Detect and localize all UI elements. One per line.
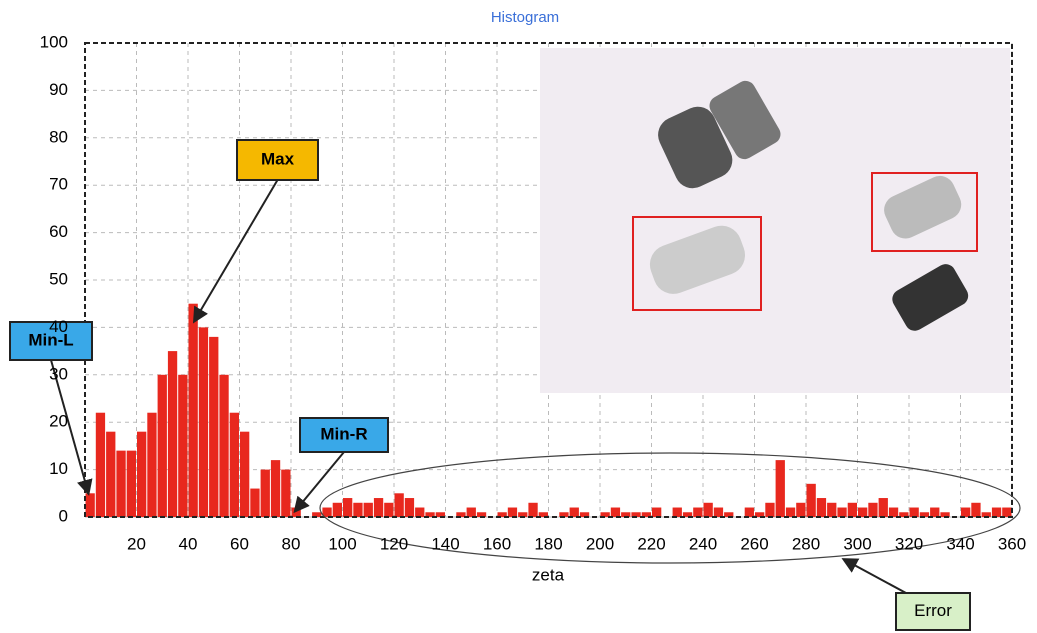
bar [127, 451, 136, 517]
bar [796, 503, 805, 517]
x-tick-label: 100 [328, 534, 356, 553]
bar [673, 508, 682, 517]
y-tick-label: 30 [49, 364, 68, 383]
y-tick-label: 0 [59, 506, 68, 525]
x-tick-label: 140 [431, 534, 459, 553]
bar [230, 413, 239, 517]
bar [868, 503, 877, 517]
bar [817, 498, 826, 517]
annotation-label: Max [261, 149, 295, 168]
x-tick-label: 300 [843, 534, 871, 553]
bar [776, 460, 785, 517]
y-tick-label: 100 [40, 32, 68, 51]
bar [858, 508, 867, 517]
bar [353, 503, 362, 517]
y-tick-label: 60 [49, 222, 68, 241]
bar [765, 503, 774, 517]
bar [96, 413, 105, 517]
bar [116, 451, 125, 517]
y-tick-label: 50 [49, 269, 68, 288]
x-tick-label: 360 [998, 534, 1026, 553]
bar [261, 470, 270, 517]
bar [384, 503, 393, 517]
y-tick-label: 90 [49, 80, 68, 99]
bar [343, 498, 352, 517]
bar [837, 508, 846, 517]
x-tick-label: 260 [740, 534, 768, 553]
bar [807, 484, 816, 517]
bar [199, 327, 208, 517]
bar [374, 498, 383, 517]
bar [879, 498, 888, 517]
x-tick-label: 120 [380, 534, 408, 553]
bar [508, 508, 517, 517]
bar [137, 432, 146, 517]
bar [405, 498, 414, 517]
x-tick-label: 80 [282, 534, 301, 553]
bar [168, 351, 177, 517]
chart: Histogram zeta MaxMin-LMin-RError 010203… [0, 0, 1037, 633]
x-tick-label: 20 [127, 534, 146, 553]
bar [415, 508, 424, 517]
bar [281, 470, 290, 517]
chart-title: Histogram [491, 9, 559, 26]
annotation-label: Min-R [320, 424, 367, 443]
bar [528, 503, 537, 517]
bar [745, 508, 754, 517]
bar [209, 337, 218, 517]
bar [467, 508, 476, 517]
x-tick-label: 160 [483, 534, 511, 553]
x-tick-label: 40 [179, 534, 198, 553]
x-axis-label: zeta [532, 565, 565, 584]
y-tick-label: 20 [49, 412, 68, 431]
bar [178, 375, 187, 517]
bar [910, 508, 919, 517]
bar [786, 508, 795, 517]
bar [930, 508, 939, 517]
x-tick-label: 240 [689, 534, 717, 553]
y-tick-label: 10 [49, 459, 68, 478]
bar [848, 503, 857, 517]
bar [158, 375, 167, 517]
x-tick-label: 180 [534, 534, 562, 553]
bar [86, 493, 95, 517]
bar [992, 508, 1001, 517]
annotation-arrow [195, 180, 278, 320]
bar [889, 508, 898, 517]
x-tick-label: 200 [586, 534, 614, 553]
bar [240, 432, 249, 517]
annotation-arrow [296, 452, 344, 510]
x-tick-label: 320 [895, 534, 923, 553]
bar [333, 503, 342, 517]
x-tick-label: 60 [230, 534, 249, 553]
bar [570, 508, 579, 517]
bar [971, 503, 980, 517]
bar [106, 432, 115, 517]
bar [704, 503, 713, 517]
bar [364, 503, 373, 517]
bar [961, 508, 970, 517]
annotation-arrow [845, 560, 906, 593]
y-tick-label: 80 [49, 127, 68, 146]
bar [827, 503, 836, 517]
x-tick-label: 280 [792, 534, 820, 553]
bar [271, 460, 280, 517]
inset-photo [540, 48, 1010, 393]
bar [693, 508, 702, 517]
bar [652, 508, 661, 517]
bar [714, 508, 723, 517]
bar [1002, 508, 1011, 517]
annotation-label: Error [914, 601, 952, 620]
bar [395, 493, 404, 517]
bar [189, 304, 198, 517]
x-tick-label: 340 [946, 534, 974, 553]
bar [147, 413, 156, 517]
x-tick-label: 220 [637, 534, 665, 553]
y-tick-label: 70 [49, 175, 68, 194]
bar [219, 375, 228, 517]
bar [250, 489, 259, 517]
bar [611, 508, 620, 517]
y-tick-label: 40 [49, 317, 68, 336]
